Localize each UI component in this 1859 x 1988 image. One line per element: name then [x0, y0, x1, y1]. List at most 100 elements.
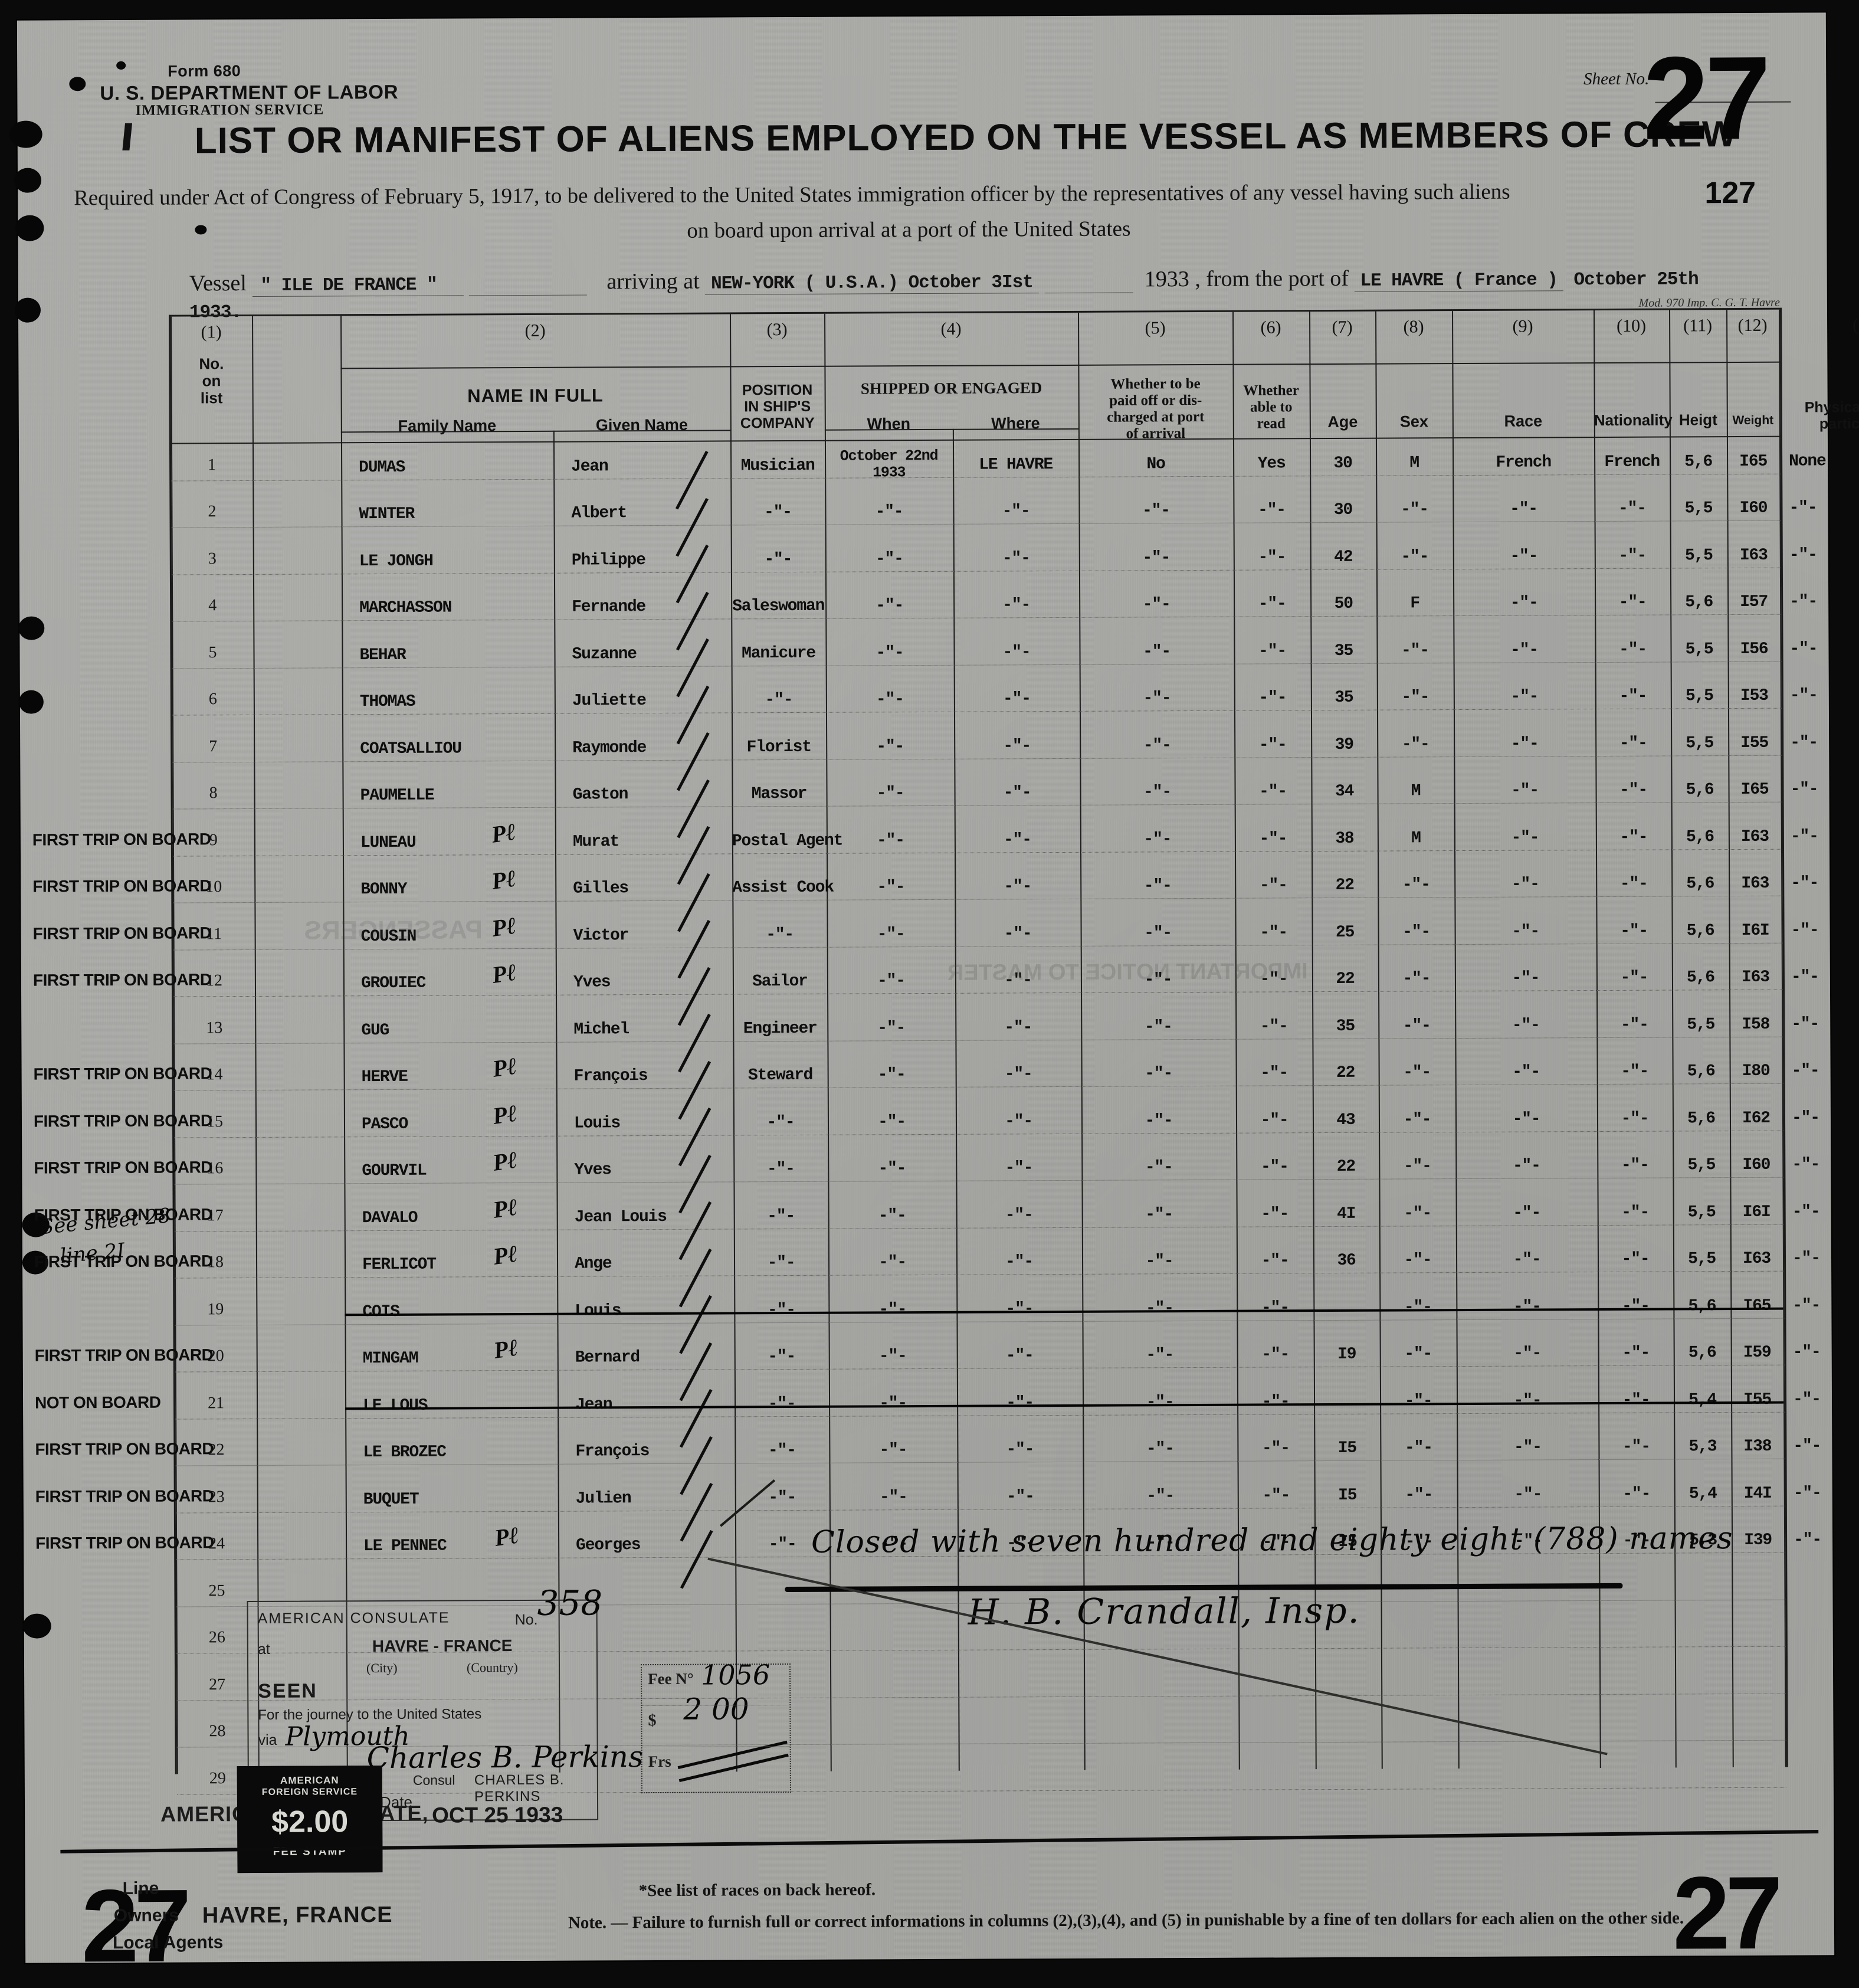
header-weight: Weight — [1732, 413, 1774, 428]
cell-weight: I60 — [1739, 499, 1768, 518]
cell-when: October 22nd 1933 — [840, 447, 938, 482]
row-number: 13 — [206, 1018, 223, 1037]
cell-paid_off: -"- — [1144, 1017, 1172, 1036]
cell-age: 22 — [1335, 876, 1354, 895]
cell-given: Julien — [575, 1489, 631, 1508]
cell-family: GUG — [361, 1021, 389, 1040]
cell-given: Jean — [575, 1395, 612, 1414]
cell-read: -"- — [1258, 689, 1287, 708]
requirement-line-1: Required under Act of Congress of Februa… — [74, 179, 1510, 211]
races-note: *See list of races on back hereof. — [638, 1880, 876, 1901]
cell-nationality: -"- — [1618, 546, 1647, 565]
cell-sex: -"- — [1401, 688, 1430, 707]
table-body: 1 DUMAS Jean Musician October 22nd 1933 LE HA… — [32, 310, 1826, 1795]
voyage-year: 1933 — [1144, 267, 1189, 292]
consul-signature: Charles B. Perkins — [366, 1740, 644, 1776]
cell-family: GROUIEC — [360, 974, 426, 993]
header-able-to-read: Whether able to read — [1243, 382, 1299, 432]
cell-nationality: -"- — [1618, 499, 1646, 518]
cell-position: -"- — [768, 1441, 796, 1460]
column-divider — [340, 316, 348, 1774]
cell-when: -"- — [877, 972, 905, 991]
cell-where: -"- — [1005, 1112, 1032, 1131]
cell-where: -"- — [1003, 784, 1031, 803]
cell-race: -"- — [1512, 969, 1540, 988]
row-number: 1 — [208, 455, 217, 474]
cell-marks: -"- — [1790, 827, 1818, 846]
cell-marks: -"- — [1792, 1155, 1820, 1174]
edge-artifact — [69, 77, 86, 91]
cell-sex: -"- — [1404, 1439, 1432, 1458]
cell-race: -"- — [1513, 1438, 1542, 1457]
cell-where: -"- — [1004, 1018, 1032, 1037]
consulate-city-caption: (City) — [366, 1660, 398, 1676]
cell-where: -"- — [1004, 1065, 1032, 1084]
margin-stamp: FIRST TRIP ON BOARD — [32, 829, 211, 849]
cell-race: -"- — [1513, 1250, 1541, 1269]
cell-height: 5,6 — [1686, 968, 1714, 987]
voyage-line: Vessel " ILE DE FRANCE " arriving at NEW… — [189, 264, 1735, 323]
cell-marks: -"- — [1789, 545, 1817, 565]
cell-position: -"- — [764, 503, 792, 522]
fine-note: Note. — Failure to furnish full or corre… — [568, 1908, 1684, 1933]
cell-read: -"- — [1258, 548, 1286, 567]
cell-height: 5,4 — [1688, 1484, 1717, 1503]
cell-weight: I38 — [1743, 1437, 1772, 1456]
cell-race: -"- — [1509, 500, 1537, 519]
cell-family: GOURVIL — [362, 1161, 427, 1181]
cell-read: -"- — [1261, 1345, 1290, 1364]
requirement-line-2: on board upon arrival at a port of the U… — [687, 217, 1131, 243]
cell-family: BEHAR — [359, 646, 406, 664]
cell-read: -"- — [1261, 1392, 1290, 1411]
cell-paid_off: -"- — [1145, 1205, 1173, 1224]
cell-height: 5,6 — [1688, 1296, 1716, 1315]
row-number: 3 — [208, 549, 217, 568]
row-number: 4 — [208, 596, 217, 615]
cell-race: -"- — [1512, 1016, 1540, 1035]
sheet-number-stamp: 27 — [1642, 32, 1768, 165]
cell-nationality: -"- — [1619, 828, 1648, 847]
cell-when: -"- — [877, 1066, 906, 1085]
cell-height: 5,5 — [1684, 499, 1713, 518]
cell-nationality: -"- — [1621, 1203, 1650, 1222]
cell-paid_off: -"- — [1146, 1486, 1175, 1505]
cell-race: French — [1496, 453, 1552, 472]
cell-age: 39 — [1335, 735, 1353, 754]
column-divider — [252, 316, 260, 1774]
header-given-name: Given Name — [595, 415, 688, 434]
showthrough-text: IMPORTANT NOTICE TO MASTER — [947, 959, 1308, 985]
cell-race: -"- — [1510, 687, 1539, 706]
cell-marks: -"- — [1789, 499, 1817, 518]
cell-where: -"- — [1003, 830, 1031, 849]
agent-location-value: HAVRE, FRANCE — [202, 1902, 393, 1928]
cell-family: LE PENNEC — [363, 1537, 447, 1556]
cell-position: -"- — [764, 550, 792, 569]
cell-age: 50 — [1334, 594, 1353, 613]
revenue-stamp-amount: $2.00 — [271, 1804, 349, 1839]
cell-where: -"- — [1005, 1347, 1034, 1365]
cell-given: Albert — [571, 504, 627, 523]
cell-when: -"- — [877, 878, 905, 897]
cell-read: Yes — [1257, 454, 1286, 473]
cell-age: 34 — [1335, 782, 1354, 801]
cell-age: 25 — [1335, 923, 1355, 942]
cell-paid_off: -"- — [1142, 548, 1171, 567]
cell-race: -"- — [1513, 1297, 1541, 1316]
cell-read: -"- — [1261, 1204, 1289, 1224]
cell-where: -"- — [1005, 1159, 1033, 1178]
cell-height: 5,5 — [1684, 546, 1713, 565]
cell-race: -"- — [1511, 781, 1539, 800]
cell-given: Suzanne — [572, 644, 637, 664]
cell-nationality: -"- — [1619, 687, 1647, 706]
cell-paid_off: -"- — [1145, 1299, 1173, 1318]
line-label: Line — [122, 1878, 159, 1898]
cell-read: -"- — [1258, 641, 1286, 661]
cell-family: DUMAS — [359, 458, 405, 477]
cell-family: LUNEAU — [360, 833, 416, 852]
cell-marks: -"- — [1793, 1483, 1821, 1503]
cell-race: -"- — [1514, 1485, 1542, 1504]
cell-when: -"- — [876, 831, 904, 850]
cell-family: BUQUET — [363, 1490, 419, 1509]
cell-read: -"- — [1259, 876, 1287, 895]
cell-paid_off: -"- — [1143, 830, 1172, 849]
